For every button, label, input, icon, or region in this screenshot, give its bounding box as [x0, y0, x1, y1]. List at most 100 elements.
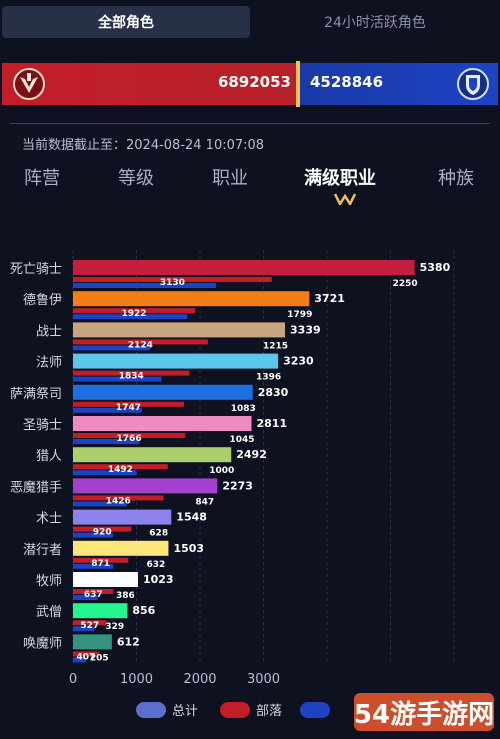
horde-value-label: 1922 — [121, 309, 146, 319]
horde-bar — [73, 589, 114, 594]
tab-race[interactable]: 种族 — [438, 168, 474, 189]
total-bar — [73, 353, 279, 369]
total-value-label: 2830 — [258, 386, 289, 399]
total-bar — [73, 322, 286, 338]
max-level-class-chart: 死亡骑士 5380 3130 2250 德鲁伊 3721 1922 1799 战士 3339 212… — [10, 250, 455, 719]
total-bar — [73, 416, 252, 431]
category-label: 德鲁伊 — [23, 293, 62, 308]
data-timestamp: 当前数据截止至：2024-08-24 10:07:08 — [22, 138, 265, 153]
horde-value-label: 1834 — [119, 372, 144, 382]
legend-swatch — [220, 702, 250, 718]
category-label: 潜行者 — [23, 543, 62, 558]
active-tab-indicator-icon — [334, 193, 356, 205]
horde-bar — [73, 277, 272, 282]
total-value-label: 856 — [132, 604, 155, 617]
category-nav: 阵营 等级 职业 满级职业 种族 — [0, 164, 500, 204]
legend-swatch — [300, 702, 330, 718]
category-label: 术士 — [36, 512, 62, 527]
alliance-bar — [73, 283, 216, 288]
tab-faction[interactable]: 阵营 — [24, 168, 60, 189]
horde-value-label: 871 — [91, 559, 110, 569]
total-bar — [73, 291, 310, 307]
total-value-label: 1548 — [176, 511, 207, 524]
horde-bar — [73, 308, 196, 314]
alliance-value-label: 847 — [195, 497, 214, 507]
category-label: 死亡骑士 — [10, 262, 62, 277]
alliance-segment: 4528846 — [300, 63, 498, 105]
category-label: 恶魔猎手 — [10, 480, 62, 495]
horde-value-label: 1426 — [106, 496, 131, 506]
alliance-bar — [73, 314, 188, 320]
alliance-value-label: 1083 — [231, 404, 256, 414]
alliance-value-label: 1396 — [256, 373, 281, 383]
horde-total: 6892053 — [217, 73, 291, 91]
total-bar — [73, 384, 253, 400]
total-bar — [73, 540, 169, 556]
category-label: 战士 — [36, 324, 62, 339]
alliance-bar — [73, 501, 127, 507]
total-value-label: 5380 — [420, 261, 451, 274]
total-bar — [73, 478, 218, 494]
tab-active-24h[interactable]: 24小时活跃角色 — [324, 15, 426, 31]
total-value-label: 1503 — [173, 542, 204, 555]
alliance-bar — [73, 626, 94, 632]
alliance-value-label: 632 — [146, 560, 165, 570]
total-value-label: 2811 — [256, 417, 287, 430]
category-label: 武僧 — [36, 605, 62, 620]
total-value-label: 2492 — [236, 448, 267, 461]
horde-value-label: 407 — [77, 652, 96, 662]
x-tick-label: 0 — [69, 672, 77, 687]
total-bar — [73, 260, 415, 275]
alliance-bar — [73, 657, 87, 663]
horde-value-label: 527 — [80, 621, 99, 631]
alliance-value-label: 386 — [116, 591, 135, 601]
legend-label: 部落 — [256, 704, 282, 719]
alliance-emblem-icon — [457, 68, 489, 100]
category-label: 唤魔师 — [23, 636, 62, 651]
horde-value-label: 3130 — [160, 278, 185, 288]
horde-emblem-icon — [13, 68, 45, 100]
total-value-label: 2273 — [222, 479, 253, 492]
tab-max-level-class[interactable]: 满级职业 — [304, 168, 376, 189]
total-bar — [73, 634, 112, 650]
watermark-text: 54游手游网 — [354, 700, 494, 730]
role-scope-tabs: 全部角色 24小时活跃角色 — [0, 6, 500, 40]
alliance-bar — [73, 439, 140, 444]
alliance-total: 4528846 — [310, 73, 384, 91]
total-value-label: 3230 — [283, 355, 314, 368]
alliance-bar — [73, 470, 137, 476]
alliance-value-label: 628 — [149, 529, 168, 539]
horde-bar — [73, 370, 190, 376]
section-divider — [10, 123, 490, 124]
total-bar — [73, 572, 138, 587]
alliance-bar — [73, 595, 98, 600]
total-value-label: 612 — [117, 635, 140, 648]
alliance-value-label: 1799 — [287, 310, 312, 320]
horde-bar — [73, 526, 132, 532]
category-label: 猎人 — [36, 449, 62, 464]
x-tick-label: 3000 — [247, 672, 280, 687]
tab-level[interactable]: 等级 — [118, 168, 154, 189]
alliance-value-label: 205 — [90, 653, 109, 663]
category-label: 法师 — [36, 356, 62, 371]
horde-value-label: 1766 — [117, 434, 142, 444]
horde-bar — [73, 339, 208, 345]
site-watermark: 54游手游网 — [354, 693, 494, 731]
alliance-value-label: 1045 — [229, 435, 254, 445]
horde-bar — [73, 464, 168, 470]
tab-all-roles[interactable]: 全部角色 — [2, 6, 250, 38]
alliance-value-label: 1215 — [263, 341, 288, 351]
horde-bar — [73, 651, 99, 657]
x-tick-label: 1000 — [120, 672, 153, 687]
alliance-bar — [73, 563, 114, 569]
total-value-label: 3721 — [314, 292, 345, 305]
alliance-bar — [73, 532, 113, 538]
horde-bar — [73, 495, 164, 501]
total-value-label: 1023 — [143, 573, 174, 586]
legend-swatch — [136, 702, 166, 718]
horde-value-label: 2124 — [128, 340, 153, 350]
alliance-bar — [73, 345, 151, 351]
tab-class[interactable]: 职业 — [212, 168, 248, 189]
alliance-value-label: 1000 — [209, 466, 234, 476]
alliance-value-label: 2250 — [393, 279, 418, 289]
